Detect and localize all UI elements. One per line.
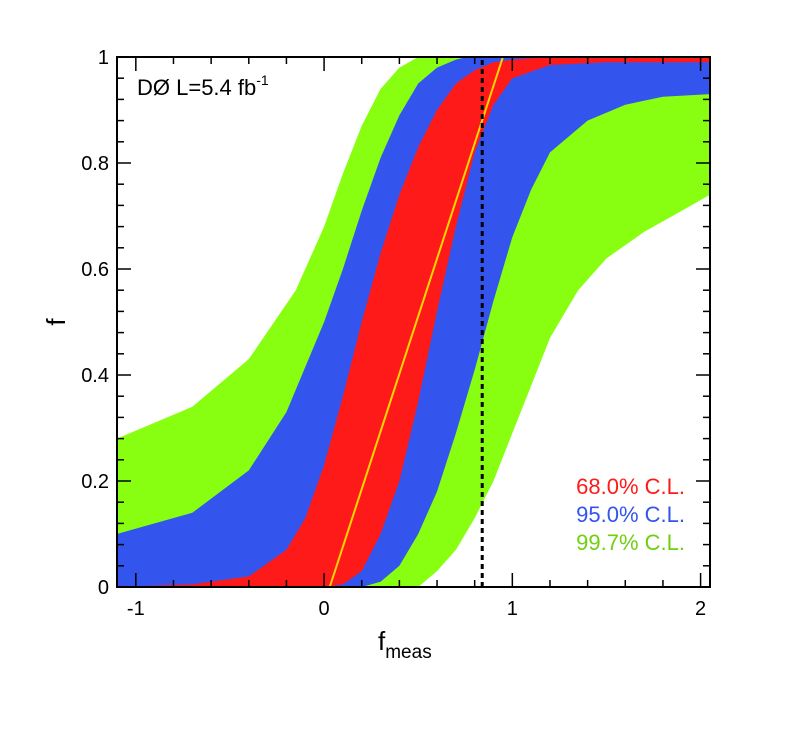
central-line (328, 57, 504, 587)
y-tick-label: 1 (98, 47, 109, 69)
x-tick-label: 0 (319, 598, 330, 620)
plot-frame (116, 56, 711, 588)
y-tick-label: 0.8 (81, 153, 109, 175)
x-tick-label: -1 (127, 598, 145, 620)
legend-entry-997: 99.7% C.L. (576, 530, 685, 555)
y-axis-title: f (41, 318, 71, 326)
y-tick-label: 0.2 (81, 471, 109, 493)
legend-entry-95: 95.0% C.L. (576, 502, 685, 527)
experiment-label: DØ L=5.4 fb-1 (137, 72, 269, 100)
x-tick-label: 2 (695, 598, 706, 620)
x-tick-label: 1 (507, 598, 518, 620)
legend-entry-68: 68.0% C.L. (576, 474, 685, 499)
y-tick-label: 0 (98, 577, 109, 599)
y-tick-label: 0.6 (81, 259, 109, 281)
band-680-area (117, 57, 710, 587)
y-tick-label: 0.4 (81, 365, 109, 387)
x-axis-title: fmeas (378, 626, 432, 663)
